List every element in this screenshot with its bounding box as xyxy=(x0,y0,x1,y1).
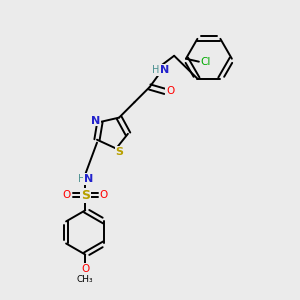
Text: N: N xyxy=(160,65,169,75)
Text: O: O xyxy=(81,264,89,274)
Text: N: N xyxy=(91,116,100,126)
Text: H: H xyxy=(78,174,85,184)
Text: N: N xyxy=(84,174,93,184)
Text: O: O xyxy=(166,86,174,96)
Text: O: O xyxy=(100,190,108,200)
Text: H: H xyxy=(152,65,160,75)
Text: S: S xyxy=(116,147,124,157)
Text: O: O xyxy=(62,190,71,200)
Text: Cl: Cl xyxy=(200,57,211,67)
Text: S: S xyxy=(81,188,90,202)
Text: CH₃: CH₃ xyxy=(77,275,94,284)
